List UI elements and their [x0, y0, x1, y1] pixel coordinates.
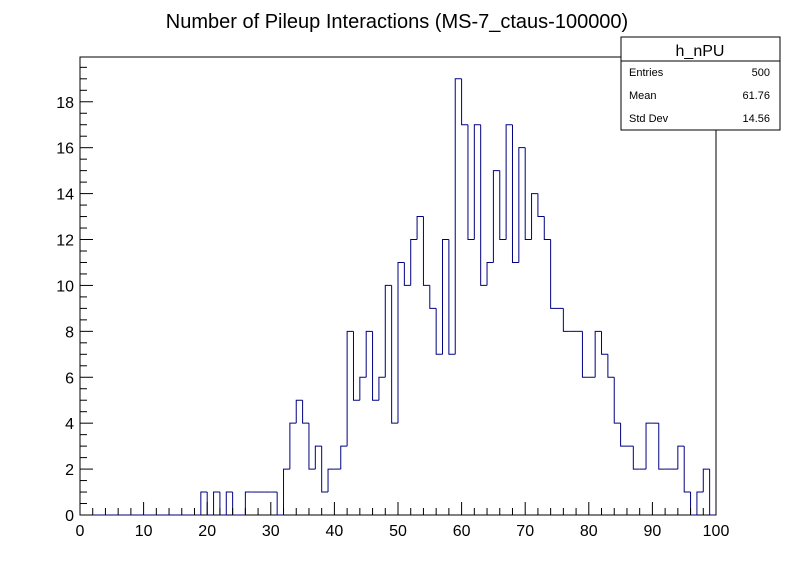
histogram-bin	[295, 399, 303, 424]
histogram-bin	[486, 261, 494, 286]
histogram-bin	[518, 147, 526, 263]
stats-box-frame	[620, 36, 781, 131]
histogram-bin	[308, 423, 316, 470]
histogram-bin	[200, 491, 208, 515]
histogram-bin	[283, 468, 290, 515]
y-tick-label: 4	[65, 416, 74, 433]
histogram-bin	[537, 193, 545, 218]
stats-box-title: h_nPU	[676, 43, 725, 60]
histogram-bin	[213, 491, 220, 515]
chart-title: Number of Pileup Interactions (MS-7_ctau…	[166, 11, 628, 33]
histogram-bin	[448, 239, 456, 355]
histogram-bin	[505, 124, 513, 240]
y-tick-label: 14	[56, 187, 74, 204]
histogram-bin	[632, 446, 640, 470]
y-tick-label: 0	[65, 508, 74, 525]
histogram-bin	[677, 445, 685, 470]
histogram-bin	[709, 469, 716, 516]
x-tick-label: 10	[135, 523, 153, 540]
histogram-bin	[435, 308, 443, 355]
histogram-bin	[359, 376, 367, 401]
x-tick-label: 90	[644, 523, 662, 540]
y-tick-label: 16	[56, 141, 74, 158]
stats-mean-value: 61.76	[742, 90, 770, 102]
histogram-bin	[607, 354, 615, 378]
histogram-bin	[397, 261, 405, 424]
histogram-bin	[391, 285, 398, 424]
histogram-bin	[429, 285, 437, 309]
y-axis: 0 2 4 6 8 10 12 14 16 18	[56, 66, 93, 525]
histogram-bin	[225, 491, 233, 515]
histogram-bin	[321, 446, 329, 493]
histogram-bin	[550, 239, 557, 309]
histogram-bin	[702, 468, 710, 493]
histogram-bin	[658, 423, 666, 470]
histogram-bin	[346, 330, 354, 447]
x-tick-label: 40	[326, 523, 344, 540]
y-tick-label: 10	[56, 278, 74, 295]
histogram-bin	[613, 377, 621, 424]
stats-stddev-label: Std Dev	[629, 113, 669, 125]
y-tick-label: 8	[65, 324, 74, 341]
histogram-bin	[461, 78, 468, 126]
histogram-bin	[442, 239, 449, 355]
histogram-bin	[511, 124, 519, 263]
histogram-bin	[499, 170, 507, 241]
x-tick-label: 100	[703, 523, 730, 540]
histogram-bin	[581, 331, 589, 378]
histogram-bin	[276, 492, 284, 516]
histogram-bin	[492, 170, 500, 263]
histogram-bin	[314, 445, 322, 470]
x-axis: 0 10 20 30 40 50 60 70 80 90 100	[76, 502, 730, 540]
histogram-bin	[473, 124, 481, 240]
y-tick-label: 2	[65, 462, 74, 479]
x-tick-label: 0	[76, 523, 85, 540]
stats-box: h_nPU Entries 500 Mean 61.76 Std Dev 14.…	[620, 36, 781, 131]
histogram-bin	[416, 216, 424, 240]
histogram-bin	[378, 376, 386, 401]
histogram-bin	[683, 446, 691, 493]
histogram-bin	[480, 124, 488, 286]
histogram-bin	[352, 331, 360, 401]
x-tick-label: 50	[389, 523, 407, 540]
histogram-bin	[594, 330, 602, 378]
y-tick-label: 12	[56, 233, 74, 250]
stats-mean-label: Mean	[629, 90, 657, 102]
stats-entries-value: 500	[752, 67, 770, 79]
plot-area: 0 10 20 30 40 50 60 70 80 90 100 0 2 4 6 8 10 12 14 16 18	[56, 56, 730, 540]
histogram-bin	[289, 422, 297, 470]
histogram-bin	[524, 147, 532, 241]
histogram-series	[80, 78, 716, 516]
histogram-bin	[403, 262, 411, 286]
histogram-bin	[543, 216, 551, 241]
histogram-bin	[467, 124, 475, 241]
histogram-bin	[365, 330, 373, 378]
histogram-bin	[696, 491, 704, 515]
x-tick-label: 20	[198, 523, 216, 540]
stats-entries-label: Entries	[629, 67, 664, 79]
histogram-bin	[601, 331, 608, 355]
histogram-bin	[372, 331, 379, 401]
histogram-bin	[340, 445, 348, 470]
histogram-bin	[645, 422, 653, 470]
x-tick-label: 60	[453, 523, 471, 540]
stats-stddev-value: 14.56	[742, 113, 770, 125]
y-tick-label: 6	[65, 370, 74, 387]
histogram-bin	[620, 423, 627, 447]
histogram-bin	[531, 193, 538, 240]
y-tick-label: 18	[56, 95, 74, 112]
histogram-bin	[244, 491, 252, 515]
histogram-bin	[327, 468, 335, 493]
x-tick-label: 80	[580, 523, 598, 540]
histogram-bin	[454, 78, 462, 355]
histogram-bin	[422, 216, 430, 286]
x-tick-label: 30	[262, 523, 280, 540]
x-tick-label: 70	[516, 523, 534, 540]
histogram-bin	[410, 239, 418, 286]
histogram-bin	[302, 400, 309, 424]
histogram-bin	[384, 284, 392, 378]
histogram-bin	[562, 308, 570, 332]
